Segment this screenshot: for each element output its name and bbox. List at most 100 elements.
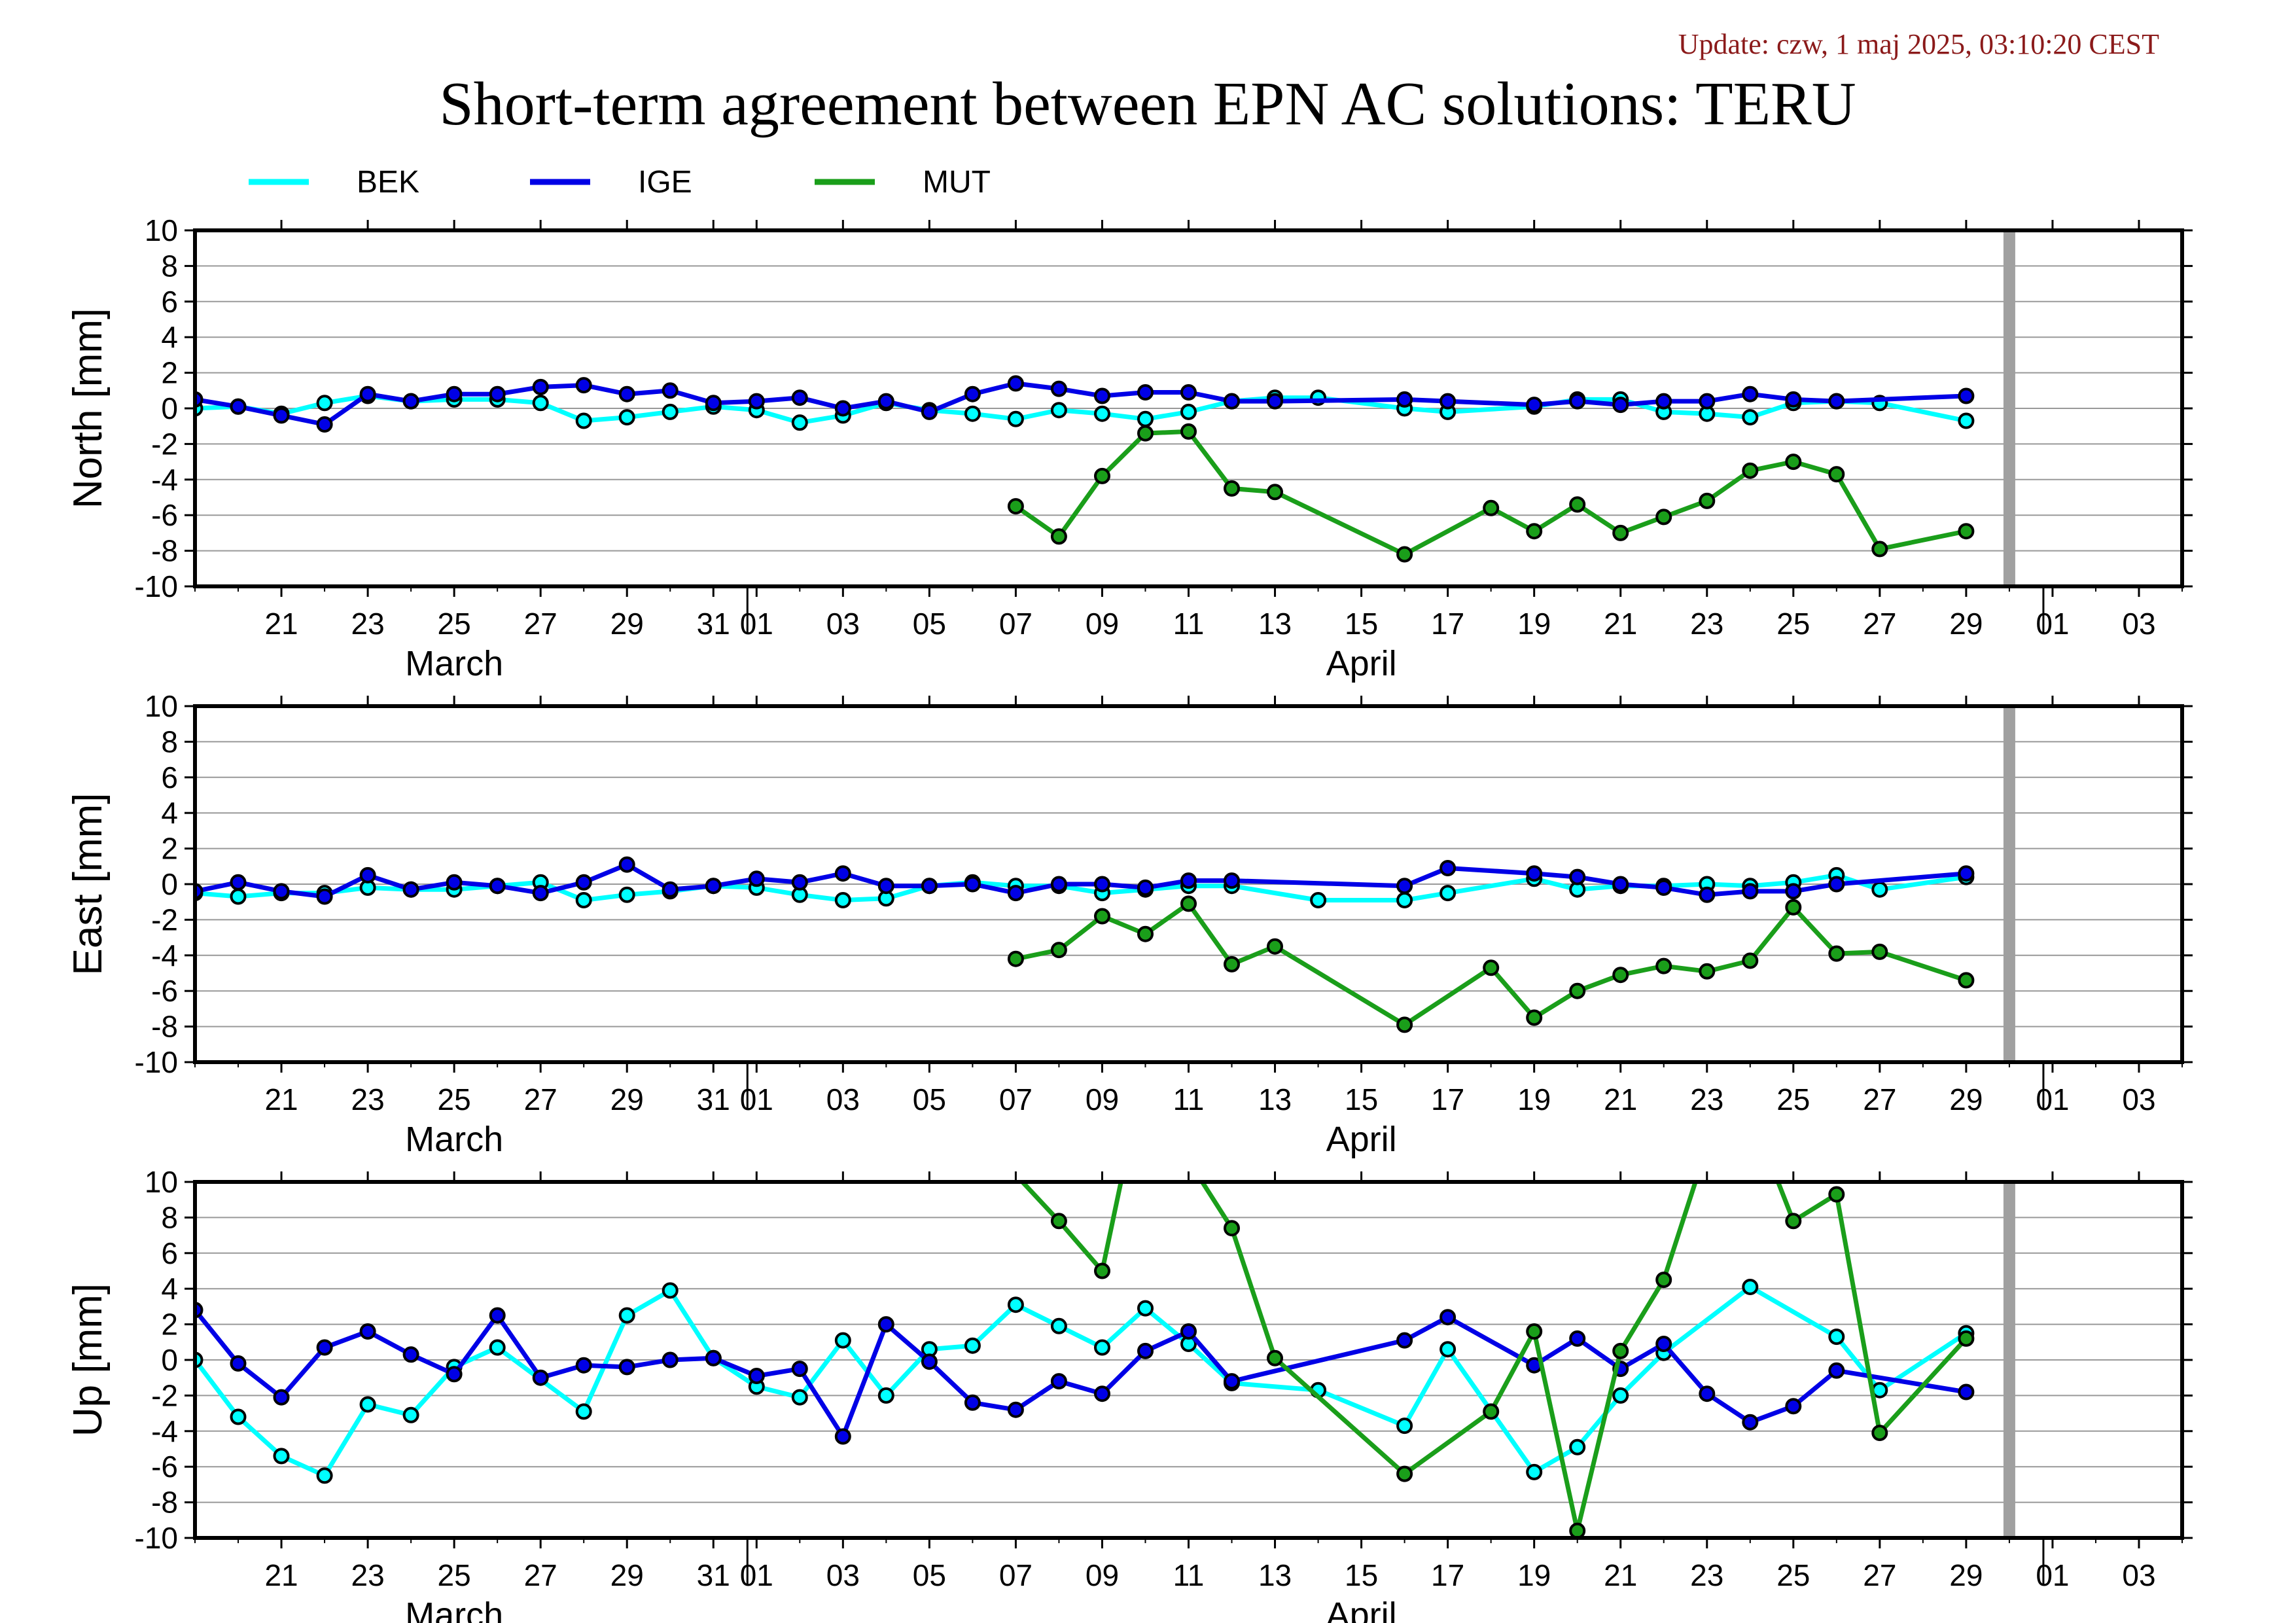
data-point-bek-up bbox=[791, 1389, 808, 1406]
month-label-april-north: April bbox=[1326, 644, 1397, 683]
data-point-mut-north bbox=[1137, 425, 1154, 442]
data-point-mut-up bbox=[1267, 1349, 1283, 1366]
data-point-mut-up bbox=[1828, 1186, 1845, 1203]
data-point-ige-up bbox=[791, 1361, 808, 1378]
data-point-mut-north bbox=[1007, 498, 1024, 515]
y-tick-label-east: 6 bbox=[161, 760, 178, 794]
series-mut-up bbox=[1012, 1182, 1975, 1538]
data-point-ige-east bbox=[532, 885, 549, 902]
y-tick-label-up: -10 bbox=[135, 1521, 178, 1555]
data-point-ige-north bbox=[359, 385, 376, 402]
data-point-ige-up bbox=[1137, 1342, 1154, 1359]
data-point-bek-up bbox=[230, 1408, 247, 1425]
data-point-ige-east bbox=[1007, 885, 1024, 902]
x-tick-label-north: 05 bbox=[913, 607, 946, 641]
data-point-ige-up bbox=[1180, 1323, 1197, 1340]
data-point-ige-north bbox=[1137, 384, 1154, 401]
y-tick-label-east: 8 bbox=[161, 724, 178, 758]
x-tick-label-up: 07 bbox=[999, 1558, 1033, 1592]
data-point-bek-north bbox=[575, 412, 592, 429]
data-point-ige-east bbox=[1569, 868, 1586, 885]
data-point-bek-north bbox=[1094, 405, 1110, 422]
data-point-bek-north bbox=[791, 414, 808, 431]
data-point-mut-north bbox=[1526, 523, 1543, 540]
x-tick-label-up: 01 bbox=[740, 1558, 773, 1592]
data-point-bek-up bbox=[273, 1448, 290, 1465]
month-label-april-up: April bbox=[1326, 1596, 1397, 1623]
x-tick-label-north: 03 bbox=[826, 607, 860, 641]
x-tick-label-east: 25 bbox=[1776, 1082, 1810, 1116]
data-point-bek-up bbox=[489, 1339, 506, 1356]
data-point-mut-north bbox=[1958, 523, 1975, 540]
x-tick-label-east: 27 bbox=[1863, 1082, 1896, 1116]
data-point-ige-up bbox=[1655, 1336, 1672, 1352]
data-point-ige-east bbox=[877, 878, 894, 895]
data-point-bek-north bbox=[618, 409, 635, 426]
x-tick-label-up: 21 bbox=[264, 1558, 298, 1592]
data-point-ige-north bbox=[402, 393, 419, 410]
x-tick-label-north: 25 bbox=[438, 607, 471, 641]
data-point-bek-up bbox=[1007, 1296, 1024, 1313]
data-point-mut-east bbox=[1699, 963, 1716, 980]
y-tick-label-north: -10 bbox=[135, 569, 178, 603]
x-tick-label-east: 23 bbox=[351, 1082, 385, 1116]
data-point-ige-north bbox=[532, 378, 549, 395]
data-point-mut-up bbox=[1396, 1465, 1413, 1482]
data-point-ige-east bbox=[1224, 872, 1240, 889]
data-point-ige-north bbox=[877, 393, 894, 410]
y-tick-label-north: 2 bbox=[161, 356, 178, 390]
data-point-mut-east bbox=[1958, 972, 1975, 989]
x-tick-label-up: 21 bbox=[1604, 1558, 1637, 1592]
data-point-bek-up bbox=[1137, 1300, 1154, 1317]
data-point-ige-north bbox=[1742, 385, 1759, 402]
legend-label-bek: BEK bbox=[357, 165, 419, 200]
data-point-ige-up bbox=[618, 1359, 635, 1376]
data-point-bek-up bbox=[834, 1332, 851, 1349]
y-tick-label-east: 0 bbox=[161, 867, 178, 901]
data-point-ige-north bbox=[834, 400, 851, 417]
data-point-mut-east bbox=[1569, 982, 1586, 999]
x-tick-label-east: 07 bbox=[999, 1082, 1033, 1116]
data-point-mut-east bbox=[1655, 957, 1672, 974]
data-point-bek-north bbox=[1137, 410, 1154, 427]
data-point-bek-up bbox=[1828, 1329, 1845, 1346]
data-point-bek-east bbox=[1871, 881, 1888, 898]
data-point-mut-north bbox=[1569, 496, 1586, 513]
data-point-ige-east bbox=[402, 881, 419, 898]
data-point-mut-up bbox=[1094, 1262, 1110, 1279]
data-point-ige-up bbox=[489, 1307, 506, 1324]
data-point-mut-up bbox=[1785, 1213, 1802, 1230]
data-point-ige-east bbox=[489, 878, 506, 895]
data-point-ige-north bbox=[1094, 387, 1110, 404]
data-point-mut-up bbox=[1224, 1220, 1240, 1237]
data-point-ige-up bbox=[1828, 1362, 1845, 1379]
y-axis-label-east: East [mm] bbox=[65, 793, 111, 975]
data-point-bek-east bbox=[1439, 885, 1457, 902]
data-point-ige-up bbox=[402, 1346, 419, 1363]
data-point-ige-up bbox=[575, 1357, 592, 1374]
y-tick-label-up: -2 bbox=[151, 1378, 178, 1412]
y-tick-label-north: 0 bbox=[161, 391, 178, 425]
y-tick-label-up: 4 bbox=[161, 1272, 178, 1306]
y-tick-label-north: -4 bbox=[151, 463, 178, 497]
data-point-ige-east bbox=[1742, 883, 1759, 900]
y-tick-label-up: -6 bbox=[151, 1450, 178, 1484]
data-point-ige-up bbox=[273, 1389, 290, 1406]
x-tick-label-north: 31 bbox=[697, 607, 730, 641]
data-point-ige-east bbox=[1137, 879, 1154, 896]
data-point-ige-north bbox=[1396, 391, 1413, 408]
data-point-ige-east bbox=[1612, 876, 1629, 893]
data-point-mut-north bbox=[1224, 480, 1240, 497]
data-point-ige-north bbox=[1050, 380, 1067, 397]
y-tick-label-up: 8 bbox=[161, 1200, 178, 1234]
data-point-mut-north bbox=[1094, 467, 1110, 484]
data-point-mut-east bbox=[1785, 899, 1802, 916]
data-point-ige-up bbox=[748, 1368, 765, 1384]
data-point-bek-east bbox=[230, 888, 247, 905]
x-tick-label-east: 27 bbox=[524, 1082, 557, 1116]
x-tick-label-up: 25 bbox=[1776, 1558, 1810, 1592]
x-tick-label-north: 01 bbox=[740, 607, 773, 641]
data-point-ige-north bbox=[791, 389, 808, 406]
data-point-bek-up bbox=[575, 1403, 592, 1420]
